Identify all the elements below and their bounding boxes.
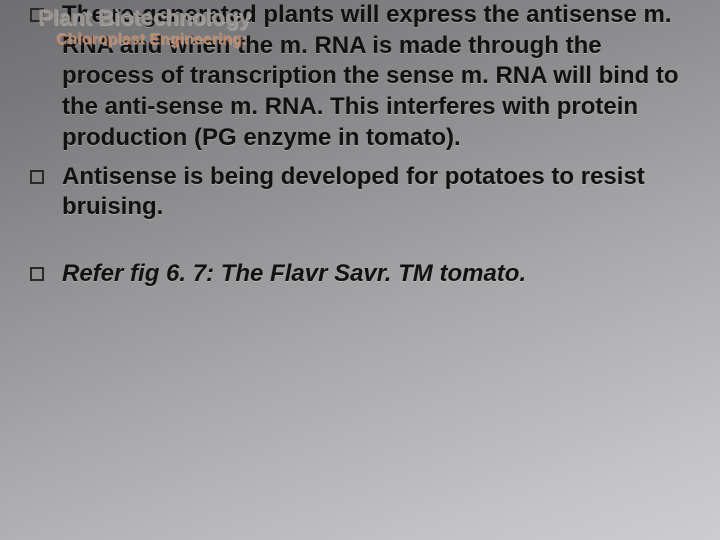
overlay-title: Plant Biotechnology [38,6,251,29]
overlay-subtitle: Chloroplast Engineering: [56,31,247,49]
list-item: Antisense is being developed for potatoe… [30,162,690,223]
square-bullet-icon [30,267,44,281]
bullet-text: Antisense is being developed for potatoe… [62,162,690,223]
spacer [30,231,690,259]
slide: The re-generated plants will express the… [0,0,720,540]
square-bullet-icon [30,170,44,184]
bullet-text: Refer fig 6. 7: The Flavr Savr. TM tomat… [62,259,690,290]
list-item: Refer fig 6. 7: The Flavr Savr. TM tomat… [30,259,690,290]
